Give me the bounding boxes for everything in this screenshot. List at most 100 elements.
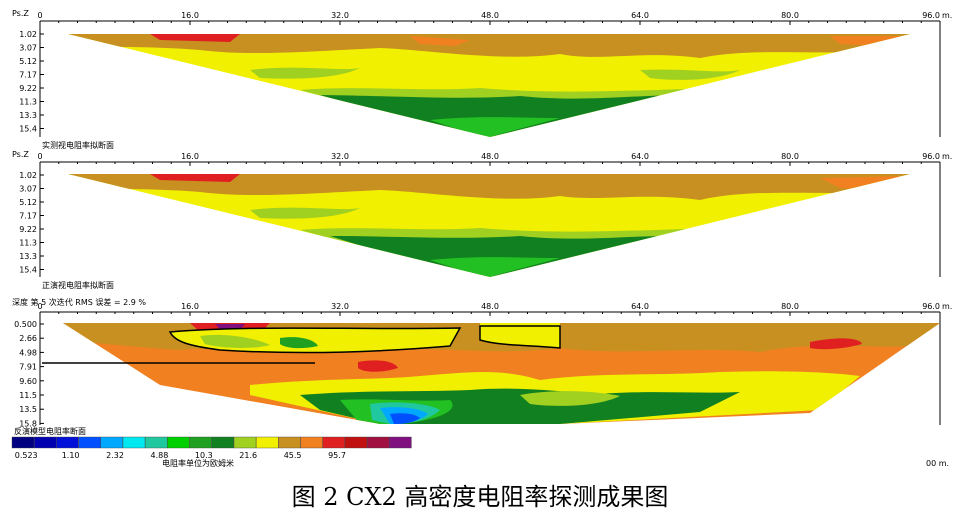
panel-1-yticks: 1.02 3.07 5.12 7.17 9.22 11.3 13.3 15.4 — [19, 30, 44, 134]
panel-1-ylabel: Ps.Z — [12, 9, 29, 18]
x-tick-label: 48.0 — [481, 302, 499, 311]
legend-swatch — [344, 436, 368, 449]
y-tick-label: 0.500 — [14, 320, 37, 329]
panel-2: Ps.Z 0 16.0 32.0 48.0 64.0 80.0 96.0 m. 1.02 3.0… — [12, 150, 952, 290]
panel-1-xticks: 0 16.0 32.0 48.0 64.0 80.0 96.0 m. — [37, 11, 952, 25]
y-tick-label: 4.98 — [19, 348, 37, 357]
x-tick-label: 96.0 — [922, 11, 940, 20]
panel-2-xticks: 0 16.0 32.0 48.0 64.0 80.0 96.0 m. — [37, 152, 952, 166]
legend-value: 0.523 — [15, 451, 38, 460]
y-tick-label: 13.3 — [19, 252, 37, 261]
x-tick-label: 48.0 — [481, 11, 499, 20]
legend-value: 21.6 — [239, 451, 257, 460]
x-unit-label: m. — [942, 11, 952, 20]
panel-1-title: 实测视电阻率拟断面 — [42, 140, 114, 150]
legend-swatch — [78, 436, 101, 449]
y-tick-label: 9.60 — [19, 377, 37, 386]
panel-3: 深度 第 5 次迭代 RMS 误差 = 2.9 % 0 16.0 32.0 48.0 6… — [12, 297, 952, 436]
legend-swatch — [278, 436, 301, 449]
legend-swatch — [34, 436, 57, 449]
panel-2-title: 正演视电阻率拟断面 — [42, 280, 114, 290]
x-tick-label: 0 — [37, 152, 42, 161]
panel-1-section — [68, 34, 910, 137]
legend-unit-label: 电阻率单位为欧姆米 — [162, 458, 234, 468]
legend-swatch — [122, 436, 146, 449]
legend-swatch — [144, 436, 168, 449]
y-tick-label: 7.91 — [19, 363, 37, 372]
panel-2-ylabel: Ps.Z — [12, 150, 29, 159]
y-tick-label: 1.02 — [19, 30, 37, 39]
y-tick-label: 1.02 — [19, 171, 37, 180]
x-tick-label: 32.0 — [331, 11, 349, 20]
y-tick-label: 11.5 — [19, 391, 37, 400]
legend-value: 10.3 — [195, 451, 213, 460]
legend-swatch — [389, 436, 412, 449]
y-tick-label: 5.12 — [19, 57, 37, 66]
x-tick-label: 16.0 — [181, 302, 199, 311]
x-tick-label: 32.0 — [331, 302, 349, 311]
legend-swatch — [189, 436, 212, 449]
y-tick-label: 3.07 — [19, 185, 37, 194]
panel-2-yticks: 1.02 3.07 5.12 7.17 9.22 11.3 13.3 15.4 — [19, 171, 44, 275]
scale-bar-label: 00 m. — [926, 459, 949, 468]
y-tick-label: 15.8 — [19, 419, 37, 428]
y-tick-label: 7.17 — [19, 212, 37, 221]
x-tick-label: 16.0 — [181, 152, 199, 161]
x-unit-label: m. — [942, 302, 952, 311]
x-tick-label: 96.0 — [922, 152, 940, 161]
y-tick-label: 13.3 — [19, 111, 37, 120]
panel-3-outline-anomaly-1 — [168, 327, 462, 354]
y-tick-label: 11.3 — [19, 98, 37, 107]
legend-swatches — [11, 436, 412, 449]
y-tick-label: 9.22 — [19, 225, 37, 234]
panel-3-yticks: 0.500 2.66 4.98 7.91 9.60 11.5 13.5 15.8 — [14, 320, 44, 428]
x-tick-label: 32.0 — [331, 152, 349, 161]
x-tick-label: 80.0 — [781, 11, 799, 20]
y-tick-label: 5.12 — [19, 198, 37, 207]
legend-swatch — [11, 436, 35, 449]
panel-3-outline-anomaly-2 — [479, 325, 561, 349]
legend-swatch — [56, 436, 79, 449]
x-tick-label: 80.0 — [781, 302, 799, 311]
legend-swatch — [211, 436, 235, 449]
x-unit-label: m. — [942, 152, 952, 161]
legend-swatch — [100, 436, 124, 449]
y-tick-label: 2.66 — [19, 334, 37, 343]
x-tick-label: 64.0 — [631, 302, 649, 311]
x-tick-label: 0 — [37, 302, 42, 311]
legend-swatch — [367, 436, 390, 449]
panel-3-header: 深度 第 5 次迭代 RMS 误差 = 2.9 % — [12, 297, 146, 307]
legend-swatch — [167, 436, 190, 449]
legend-values: 0.523 1.10 2.32 4.88 10.3 21.6 45.5 95.7 — [15, 451, 346, 460]
x-tick-label: 80.0 — [781, 152, 799, 161]
x-tick-label: 64.0 — [631, 11, 649, 20]
y-tick-label: 15.4 — [19, 125, 37, 134]
y-tick-label: 9.22 — [19, 84, 37, 93]
panel-3-xticks: 0 16.0 32.0 48.0 64.0 80.0 96.0 m. — [37, 302, 952, 316]
legend-value: 95.7 — [328, 451, 346, 460]
y-tick-label: 11.3 — [19, 239, 37, 248]
legend-value: 4.88 — [150, 451, 168, 460]
y-tick-label: 15.4 — [19, 266, 37, 275]
x-tick-label: 16.0 — [181, 11, 199, 20]
panel-1: Ps.Z 0 16.0 32.0 48.0 64.0 80.0 96.0 m. 1.02 3.0… — [12, 9, 952, 150]
y-tick-label: 7.17 — [19, 71, 37, 80]
legend-value: 1.10 — [62, 451, 80, 460]
panel-3-section — [63, 323, 940, 424]
color-legend: 0.523 1.10 2.32 4.88 10.3 21.6 45.5 95.7 电阻率单位为… — [11, 436, 949, 468]
x-tick-label: 0 — [37, 11, 42, 20]
legend-value: 45.5 — [284, 451, 302, 460]
legend-swatch — [256, 436, 279, 449]
x-tick-label: 64.0 — [631, 152, 649, 161]
legend-swatch — [322, 436, 345, 449]
panel-2-section — [68, 174, 910, 277]
legend-value: 2.32 — [106, 451, 124, 460]
figure-caption: 图 2 CX2 高密度电阻率探测成果图 — [292, 483, 669, 511]
panel-3-title: 反演模型电阻率断面 — [14, 426, 86, 436]
y-tick-label: 3.07 — [19, 44, 37, 53]
legend-swatch — [233, 436, 257, 449]
legend-swatch — [300, 436, 323, 449]
x-tick-label: 96.0 — [922, 302, 940, 311]
x-tick-label: 48.0 — [481, 152, 499, 161]
